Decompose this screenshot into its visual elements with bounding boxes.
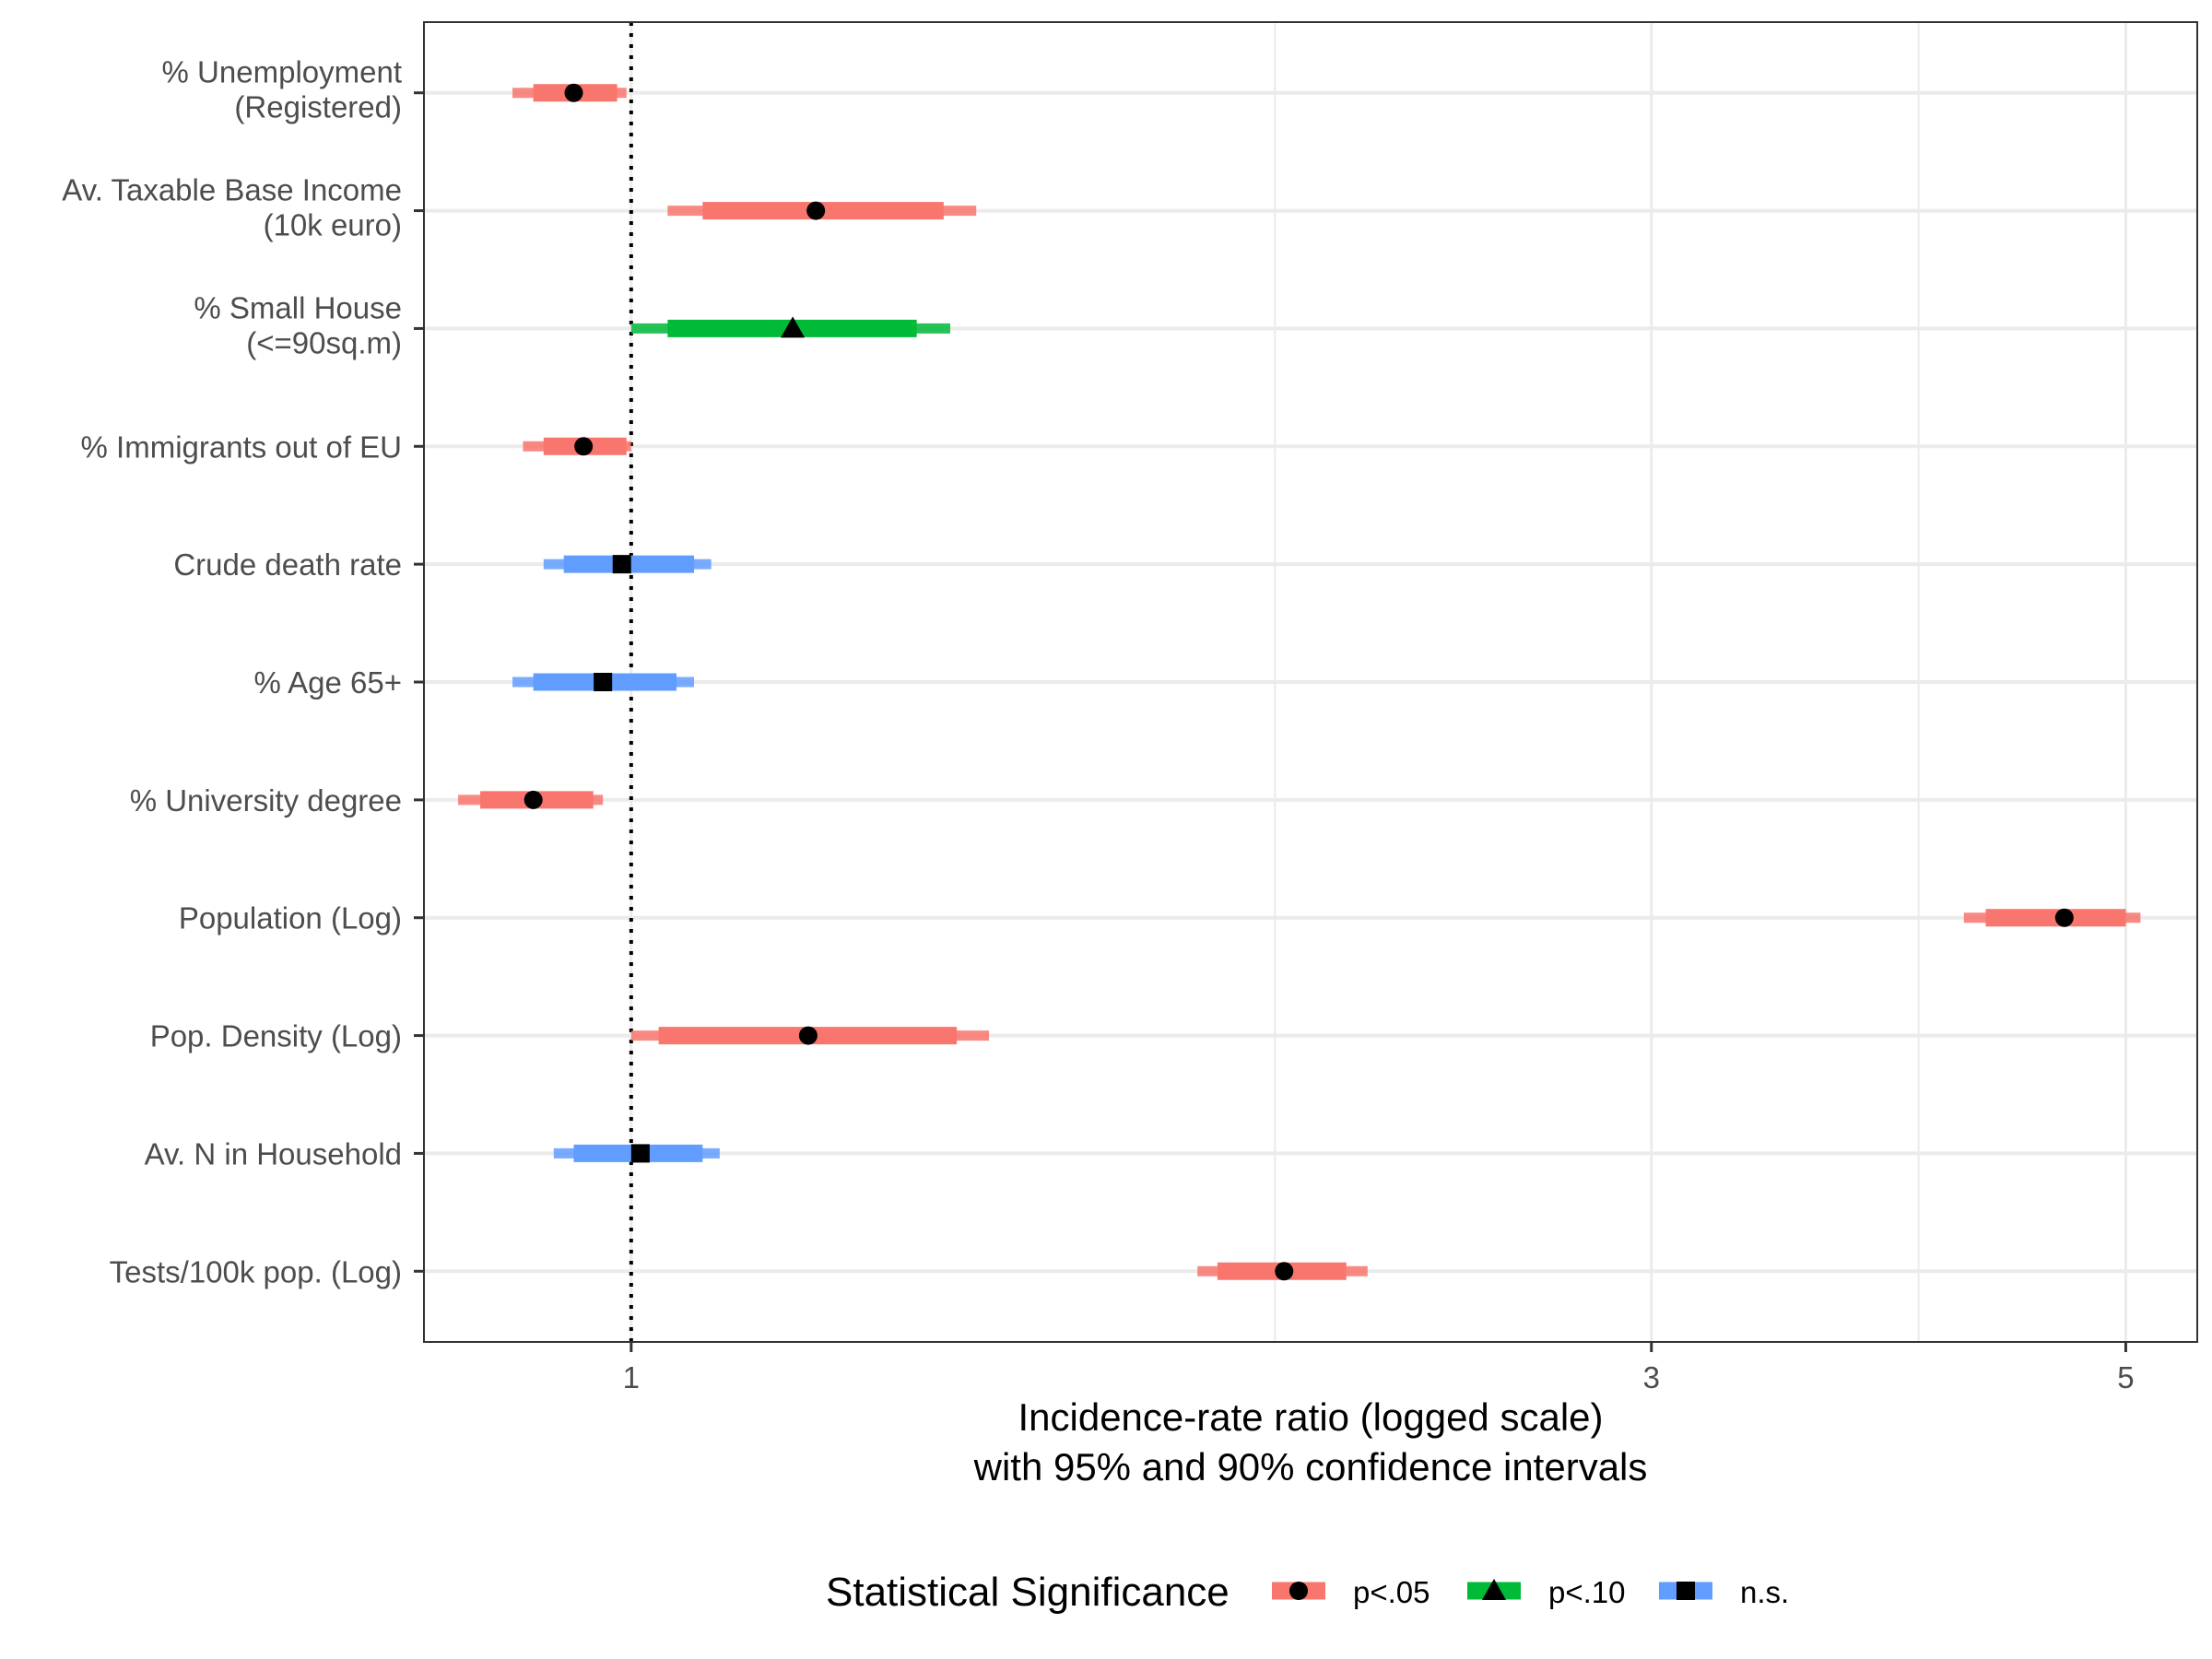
y-tick-label: Tests/100k pop. (Log): [110, 1254, 402, 1288]
y-tick-label: (10k euro): [264, 208, 402, 242]
y-tick-label: % Immigrants out of EU: [81, 429, 402, 464]
legend-label: p<.05: [1353, 1575, 1430, 1609]
point-estimate: [2054, 908, 2074, 927]
point-estimate: [524, 790, 543, 809]
y-tick-label: % Small House: [194, 290, 402, 324]
legend-key-shape: [1677, 1582, 1695, 1600]
point-estimate: [630, 1144, 650, 1163]
point-estimate: [574, 437, 594, 456]
y-tick-label: % Age 65+: [253, 665, 402, 700]
point-estimate: [594, 673, 613, 691]
point-estimate: [806, 201, 826, 220]
legend: Statistical Significance p<.05 p<.10 n.s.: [826, 1570, 1789, 1615]
legend-label: n.s.: [1740, 1575, 1789, 1609]
y-tick-label: Population (Log): [179, 901, 402, 935]
legend-label: p<.10: [1548, 1575, 1626, 1609]
legend-title: Statistical Significance: [826, 1570, 1230, 1615]
y-tick-label: Crude death rate: [173, 547, 402, 582]
point-estimate: [612, 555, 631, 574]
y-tick-label: (<=90sq.m): [246, 325, 402, 359]
x-axis-title-line1: Incidence-rate ratio (logged scale): [1018, 1395, 1603, 1439]
point-estimate: [564, 83, 583, 102]
y-axis: % Unemployment(Registered) Av. Taxable Ba…: [62, 55, 424, 1288]
grid-layer: [424, 22, 2197, 1342]
y-tick-label: % University degree: [130, 783, 402, 818]
x-axis-title-line2: with 95% and 90% confidence intervals: [973, 1445, 1648, 1488]
point-estimate: [1275, 1262, 1294, 1281]
y-tick-label: Av. N in Household: [145, 1136, 402, 1171]
marks-layer: [458, 83, 2141, 1281]
y-tick-label: % Unemployment: [162, 55, 402, 89]
legend-key-shape: [1482, 1579, 1506, 1600]
y-tick-label: (Registered): [234, 90, 402, 124]
x-tick-label: 5: [2117, 1360, 2134, 1394]
point-estimate: [781, 316, 806, 338]
point-estimate: [798, 1026, 818, 1045]
x-tick-label: 1: [623, 1360, 640, 1394]
y-tick-label: Av. Taxable Base Income: [62, 173, 402, 207]
legend-key-shape: [1289, 1582, 1308, 1600]
y-tick-label: Pop. Density (Log): [150, 1019, 402, 1053]
x-tick-label: 3: [1643, 1360, 1660, 1394]
x-axis: 1 3 5: [623, 1342, 2135, 1394]
